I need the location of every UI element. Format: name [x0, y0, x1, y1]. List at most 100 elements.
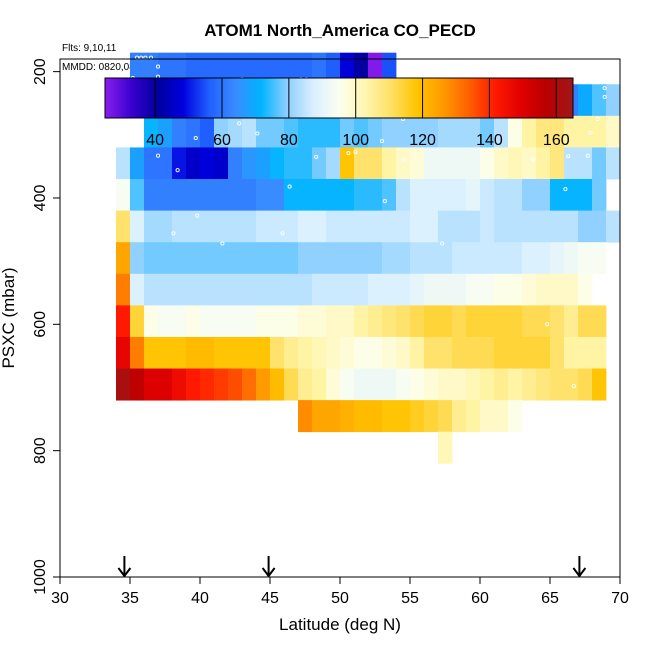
heat-cell-7-17 — [354, 273, 369, 306]
heat-cell-3-12 — [284, 147, 299, 180]
track-marker-42 — [531, 157, 536, 162]
heat-cell-5-5 — [186, 210, 201, 243]
heat-cell-2-26 — [508, 115, 523, 148]
heat-cell-10-27 — [494, 368, 509, 401]
heat-cell-2-9 — [270, 115, 285, 148]
heat-cell-8-4 — [172, 305, 187, 338]
heat-cell-4-21 — [410, 179, 425, 212]
heat-cell-8-31 — [550, 305, 565, 338]
heat-cell-5-14 — [312, 210, 327, 243]
heat-cell-8-22 — [424, 305, 439, 338]
heat-cell-6-10 — [256, 242, 271, 275]
heat-cell-7-1 — [130, 273, 145, 306]
heat-cell-2-28 — [536, 115, 551, 148]
heat-cell-6-33 — [578, 242, 593, 275]
x-tick-label-7: 65 — [541, 590, 559, 607]
heat-cell-9-1 — [130, 336, 145, 369]
flights-label: Flts: 9,10,11 — [62, 43, 117, 54]
heat-cell-1-34 — [606, 84, 621, 117]
heat-cell-8-28 — [508, 305, 523, 338]
heat-cell-5-18 — [368, 210, 383, 243]
y-tick-label-2: 600 — [32, 311, 49, 338]
heat-cell-9-18 — [368, 336, 383, 369]
heat-cell-9-12 — [284, 336, 299, 369]
track-marker-45 — [563, 187, 568, 192]
heat-cell-2-29 — [550, 115, 565, 148]
heat-cell-7-7 — [214, 273, 229, 306]
x-tick-label-1: 35 — [121, 590, 139, 607]
heat-cell-8-25 — [466, 305, 481, 338]
colorbar-tick-label-1: 60 — [213, 132, 231, 149]
heat-cell-0-3 — [172, 52, 187, 85]
heat-cell-10-1 — [130, 368, 145, 401]
heat-cell-3-32 — [564, 147, 579, 180]
heat-cell-7-31 — [550, 273, 565, 306]
heat-cell-7-18 — [368, 273, 383, 306]
heat-cell-9-22 — [424, 336, 439, 369]
heat-cell-0-4 — [186, 52, 201, 85]
track-marker-27 — [134, 121, 140, 126]
heat-cell-4-32 — [564, 179, 579, 212]
track-marker-37 — [314, 154, 319, 159]
track-marker-40 — [379, 139, 385, 144]
x-tick-label-3: 45 — [261, 590, 279, 607]
heat-cell-4-13 — [298, 179, 313, 212]
heat-cell-7-29 — [522, 273, 537, 306]
heat-cell-5-7 — [214, 210, 229, 243]
heat-cell-12-0 — [438, 431, 453, 464]
track-marker-56 — [465, 452, 470, 457]
heat-cell-0-13 — [312, 52, 327, 85]
heat-cell-3-8 — [228, 147, 243, 180]
colorbar-tick-label-2: 80 — [280, 132, 298, 149]
track-marker-36 — [255, 131, 260, 136]
heat-cell-7-15 — [326, 273, 341, 306]
heat-cell-6-0 — [116, 242, 131, 275]
heat-cell-3-11 — [270, 147, 285, 180]
heat-cell-7-0 — [116, 273, 131, 306]
heat-cell-3-31 — [550, 147, 565, 180]
heat-cell-3-17 — [354, 147, 369, 180]
heat-cell-10-22 — [424, 368, 439, 401]
track-marker-53 — [144, 332, 149, 337]
track-marker-18 — [602, 86, 607, 91]
heat-cell-3-16 — [340, 147, 355, 180]
track-marker-38 — [346, 151, 351, 156]
heat-cell-4-8 — [228, 179, 243, 212]
heat-cell-0-7 — [228, 52, 243, 85]
colorbar-tick-label-6: 160 — [543, 132, 570, 149]
heat-cell-2-33 — [606, 115, 621, 148]
y-tick-label-3: 800 — [32, 437, 49, 464]
x-axis: 30 35 40 45 50 55 60 65 70 — [51, 576, 629, 607]
heat-cell-9-32 — [564, 336, 579, 369]
heat-cell-5-22 — [424, 210, 439, 243]
track-marker-44 — [585, 153, 590, 158]
heat-cell-11-15 — [508, 400, 523, 433]
heat-cell-4-28 — [508, 179, 523, 212]
heat-cell-6-22 — [424, 242, 439, 275]
heat-cell-2-10 — [284, 115, 299, 148]
heat-cell-3-23 — [438, 147, 453, 180]
heat-cell-10-32 — [564, 368, 579, 401]
heat-cell-7-13 — [298, 273, 313, 306]
heat-cell-0-15 — [340, 52, 355, 85]
heat-cell-7-3 — [158, 273, 173, 306]
heat-cell-8-13 — [298, 305, 313, 338]
heat-cell-8-24 — [452, 305, 467, 338]
heat-cell-4-18 — [368, 179, 383, 212]
track-marker-49 — [171, 231, 176, 236]
heat-cell-6-32 — [564, 242, 579, 275]
heat-cell-2-11 — [298, 115, 313, 148]
heat-cell-7-27 — [494, 273, 509, 306]
heat-cell-8-26 — [480, 305, 495, 338]
heat-cell-1-33 — [592, 84, 607, 117]
heat-cell-6-18 — [368, 242, 383, 275]
heat-cell-5-8 — [228, 210, 243, 243]
heat-cell-6-1 — [130, 242, 145, 275]
heat-cell-7-25 — [466, 273, 481, 306]
heat-cell-5-28 — [508, 210, 523, 243]
heat-cell-0-12 — [298, 52, 313, 85]
heat-cell-10-33 — [578, 368, 593, 401]
heat-cell-9-28 — [508, 336, 523, 369]
heat-cell-3-28 — [508, 147, 523, 180]
heat-cell-8-18 — [368, 305, 383, 338]
